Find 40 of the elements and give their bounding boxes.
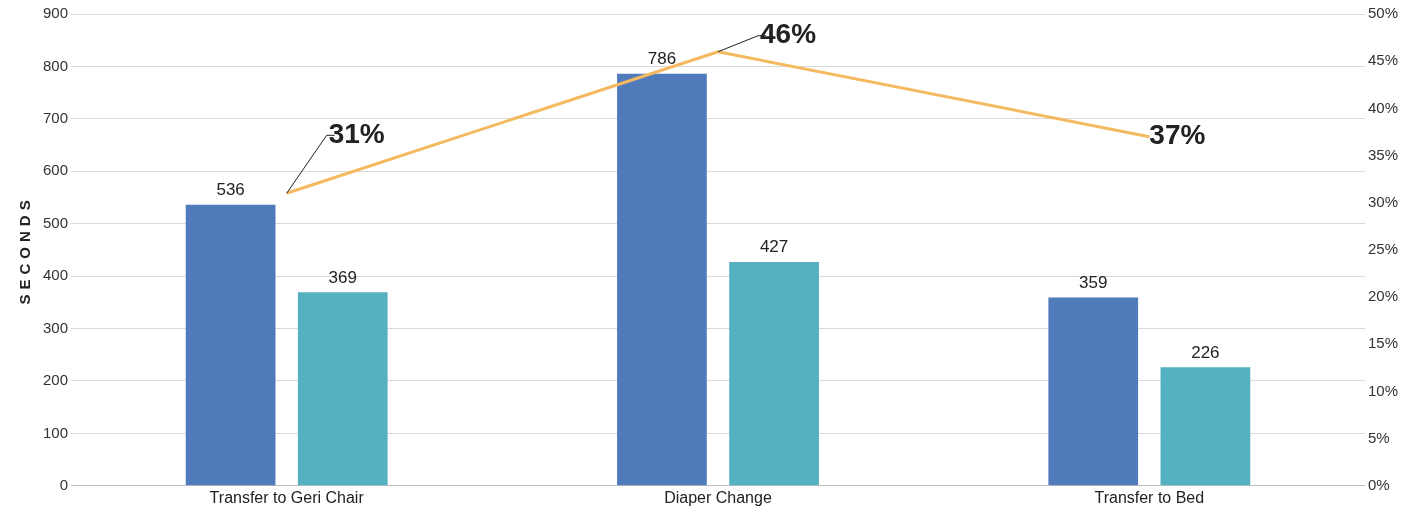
bar — [1160, 367, 1251, 486]
y-tick-label: 800 — [43, 56, 69, 74]
y2-tick-label: 5% — [1367, 428, 1390, 446]
y-tick-label: 100 — [43, 423, 69, 441]
y2-tick-label: 45% — [1367, 51, 1399, 69]
y-tick-label: 500 — [43, 213, 69, 231]
y-axis-title: SECONDS — [16, 195, 34, 305]
data-label: 786 — [647, 48, 677, 68]
y2-tick-label: 0% — [1367, 475, 1390, 493]
y-tick-label: 600 — [43, 161, 69, 179]
data-label: 46% — [760, 18, 817, 50]
y-tick-label: 300 — [43, 318, 69, 336]
y-tick-label: 900 — [43, 4, 69, 22]
y2-tick-label: 15% — [1367, 334, 1399, 352]
y2-tick-label: 35% — [1367, 145, 1399, 163]
bar — [297, 292, 388, 486]
y2-tick-label: 30% — [1367, 192, 1399, 210]
data-label: 37% — [1149, 119, 1206, 151]
data-label: 536 — [216, 180, 245, 199]
bar — [1048, 297, 1139, 486]
y-tick-label: 200 — [43, 371, 69, 389]
x-tick-label: Transfer to Geri Chair — [209, 488, 365, 506]
y2-tick-label: 20% — [1367, 287, 1399, 305]
bar — [617, 73, 707, 486]
y-tick-label: 700 — [43, 108, 69, 126]
y2-tick-label: 25% — [1367, 240, 1399, 258]
x-tick-label: Diaper Change — [664, 488, 772, 506]
y-tick-label: 0 — [59, 475, 69, 493]
bar — [729, 261, 819, 486]
data-label: 226 — [1191, 342, 1220, 362]
bar — [185, 204, 276, 486]
x-tick-label: Transfer to Bed — [1094, 488, 1205, 506]
y2-tick-label: 50% — [1367, 4, 1399, 22]
data-label: 369 — [328, 267, 357, 287]
y2-tick-label: 10% — [1367, 381, 1399, 399]
y-tick-label: 400 — [43, 266, 69, 284]
data-label: 359 — [1079, 272, 1108, 292]
data-label: 31% — [328, 118, 385, 149]
y2-tick-label: 40% — [1367, 98, 1399, 116]
data-label: 427 — [759, 237, 789, 257]
